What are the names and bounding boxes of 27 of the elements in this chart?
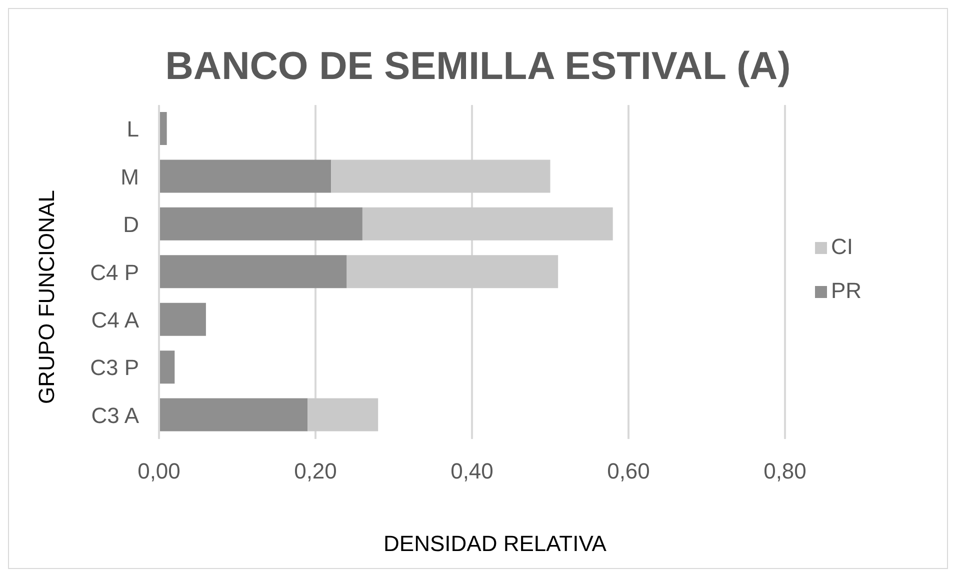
bar [159, 207, 362, 240]
y-tick-label: C3 P [90, 355, 139, 380]
x-tick-label: 0,60 [607, 458, 650, 484]
y-tick-label: C3 A [91, 402, 140, 428]
y-axis-title: GRUPO FUNCIONAL [34, 190, 60, 404]
bar [159, 398, 308, 432]
bar [159, 302, 206, 336]
bar [159, 160, 332, 193]
bar [159, 350, 175, 384]
y-tick-label: D [123, 212, 139, 238]
legend-label: PR [831, 278, 862, 303]
bar [346, 255, 558, 288]
x-tick-label: 0,00 [138, 458, 180, 484]
bar [362, 207, 613, 240]
x-tick-label: 0,20 [294, 458, 337, 484]
y-tick-label: M [120, 164, 139, 190]
bar [308, 398, 378, 432]
x-axis-title: DENSIDAD RELATIVA [382, 531, 608, 557]
x-tick-label: 0,80 [764, 458, 806, 484]
bar [331, 160, 550, 193]
x-tick-label: 0,40 [450, 458, 494, 484]
bar [159, 255, 347, 288]
legend-label: CI [831, 234, 853, 259]
y-tick-label: L [126, 116, 139, 142]
y-tick-label: C4 P [90, 260, 139, 285]
y-tick-label: C4 A [91, 308, 140, 333]
chart-title: BANCO DE SEMILLA ESTIVAL (A) [164, 45, 792, 89]
